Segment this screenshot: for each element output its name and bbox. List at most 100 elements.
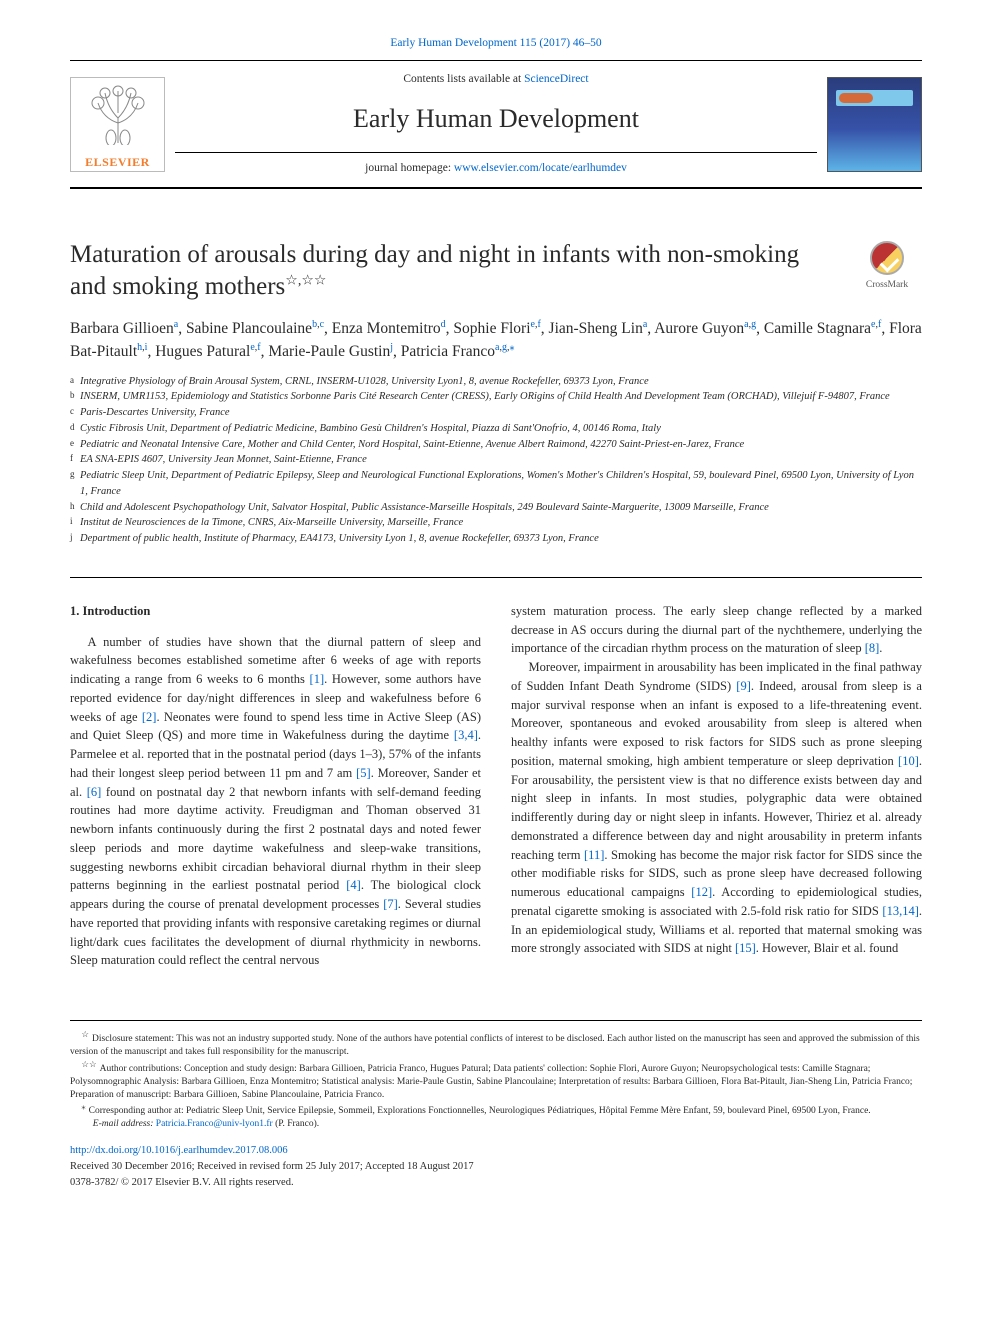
title-marks: ☆,☆☆ bbox=[285, 273, 326, 288]
affil-text: Integrative Physiology of Brain Arousal … bbox=[80, 374, 649, 390]
footnote-corresponding: ⁎ Corresponding author at: Pediatric Slee… bbox=[70, 1101, 922, 1118]
journal-name: Early Human Development bbox=[175, 99, 817, 138]
sciencedirect-link[interactable]: ScienceDirect bbox=[524, 73, 589, 85]
author-affil-sup[interactable]: e,f bbox=[531, 319, 541, 330]
affil-sup: f bbox=[70, 452, 80, 468]
elsevier-logo[interactable]: ELSEVIER bbox=[70, 77, 165, 172]
affiliation-list: aIntegrative Physiology of Brain Arousal… bbox=[70, 374, 922, 547]
cover-band-icon bbox=[836, 90, 913, 106]
footnotes: ☆Disclosure statement: This was not an i… bbox=[70, 1020, 922, 1131]
affil-sup: g bbox=[70, 468, 80, 500]
ref-link[interactable]: [7] bbox=[383, 897, 398, 911]
author-affil-sup[interactable]: a bbox=[174, 319, 178, 330]
author: Aurore Guyona,g bbox=[654, 320, 756, 337]
author-affil-sup[interactable]: a,g,⁎ bbox=[495, 342, 514, 353]
footnote-text: Disclosure statement: This was not an in… bbox=[70, 1034, 920, 1057]
contents-line: Contents lists available at ScienceDirec… bbox=[175, 71, 817, 88]
author-affil-sup[interactable]: a bbox=[643, 319, 647, 330]
affil-sup: h bbox=[70, 500, 80, 516]
affil-sup: i bbox=[70, 515, 80, 531]
ref-link[interactable]: [2] bbox=[142, 710, 157, 724]
affil-sup: c bbox=[70, 405, 80, 421]
citation-link[interactable]: Early Human Development 115 (2017) 46–50 bbox=[390, 37, 601, 49]
affil-text: Cystic Fibrosis Unit, Department of Pedi… bbox=[80, 421, 661, 437]
journal-center: Contents lists available at ScienceDirec… bbox=[165, 71, 827, 177]
author-affil-sup[interactable]: e,f bbox=[871, 319, 881, 330]
ref-link[interactable]: [1] bbox=[310, 672, 325, 686]
body-columns: 1. Introduction A number of studies have… bbox=[70, 602, 922, 970]
copyright-line: 0378-3782/ © 2017 Elsevier B.V. All righ… bbox=[70, 1175, 922, 1191]
author-list: Barbara Gillioena, Sabine Plancoulaineb,… bbox=[70, 317, 922, 364]
affil-sup: a bbox=[70, 374, 80, 390]
body-paragraph: system maturation process. The early sle… bbox=[511, 602, 922, 658]
author: Patricia Francoa,g,⁎ bbox=[401, 343, 515, 360]
header-citation: Early Human Development 115 (2017) 46–50 bbox=[70, 35, 922, 52]
affil-text: Pediatric Sleep Unit, Department of Pedi… bbox=[80, 468, 922, 500]
section-number: 1. bbox=[70, 604, 79, 618]
title-block: Maturation of arousals during day and ni… bbox=[70, 239, 922, 303]
affiliation-row: iInstitut de Neurosciences de la Timone,… bbox=[70, 515, 922, 531]
affil-sup: b bbox=[70, 389, 80, 405]
ref-link[interactable]: [11] bbox=[584, 848, 604, 862]
ref-link[interactable]: [15] bbox=[735, 941, 756, 955]
ref-link[interactable]: [3,4] bbox=[454, 728, 478, 742]
author: Marie-Paule Gustinj bbox=[268, 343, 393, 360]
body-paragraph: A number of studies have shown that the … bbox=[70, 633, 481, 971]
author-affil-sup[interactable]: h,i bbox=[137, 342, 147, 353]
affil-text: Child and Adolescent Psychopathology Uni… bbox=[80, 500, 769, 516]
ref-link[interactable]: [9] bbox=[736, 679, 751, 693]
affil-text: Institut de Neurosciences de la Timone, … bbox=[80, 515, 463, 531]
email-link[interactable]: Patricia.Franco@univ-lyon1.fr bbox=[156, 1119, 273, 1129]
title-text: Maturation of arousals during day and ni… bbox=[70, 241, 799, 300]
crossmark-label: CrossMark bbox=[866, 280, 908, 290]
elsevier-tree-icon bbox=[83, 83, 153, 145]
affil-text: Pediatric and Neonatal Intensive Care, M… bbox=[80, 437, 744, 453]
email-who: (P. Franco). bbox=[273, 1119, 319, 1129]
affil-text: Paris-Descartes University, France bbox=[80, 405, 230, 421]
author: Barbara Gillioena bbox=[70, 320, 178, 337]
star-mark: ☆ bbox=[81, 1029, 89, 1039]
homepage-link[interactable]: www.elsevier.com/locate/earlhumdev bbox=[454, 162, 627, 174]
ref-link[interactable]: [5] bbox=[356, 766, 371, 780]
author: Camille Stagnarae,f bbox=[764, 320, 881, 337]
crossmark-icon bbox=[870, 241, 904, 275]
affiliation-row: hChild and Adolescent Psychopathology Un… bbox=[70, 500, 922, 516]
email-label: E-mail address: bbox=[93, 1119, 156, 1129]
affiliation-row: jDepartment of public health, Institute … bbox=[70, 531, 922, 547]
footnote-text: Author contributions: Conception and stu… bbox=[70, 1064, 912, 1100]
author-affil-sup[interactable]: e,f bbox=[250, 342, 260, 353]
author: Jian-Sheng Lina bbox=[549, 320, 648, 337]
corr-mark: ⁎ bbox=[81, 1101, 85, 1111]
affil-sup: j bbox=[70, 531, 80, 547]
article-title: Maturation of arousals during day and ni… bbox=[70, 239, 832, 303]
author-affil-sup[interactable]: a,g bbox=[744, 319, 756, 330]
footnote-text: Corresponding author at: Pediatric Sleep… bbox=[89, 1107, 871, 1117]
ref-link[interactable]: [10] bbox=[898, 754, 919, 768]
affiliation-row: ePediatric and Neonatal Intensive Care, … bbox=[70, 437, 922, 453]
received-line: Received 30 December 2016; Received in r… bbox=[70, 1159, 922, 1175]
section-title: Introduction bbox=[83, 604, 151, 618]
affiliation-row: fEA SNA-EPIS 4607, University Jean Monne… bbox=[70, 452, 922, 468]
author-affil-sup[interactable]: d bbox=[441, 319, 446, 330]
homepage-prefix: journal homepage: bbox=[365, 162, 454, 174]
section-heading: 1. Introduction bbox=[70, 602, 481, 621]
ref-link[interactable]: [12] bbox=[691, 885, 712, 899]
affil-text: EA SNA-EPIS 4607, University Jean Monnet… bbox=[80, 452, 367, 468]
doi-link[interactable]: http://dx.doi.org/10.1016/j.earlhumdev.2… bbox=[70, 1145, 288, 1156]
author: Hugues Paturale,f bbox=[155, 343, 260, 360]
affiliation-row: gPediatric Sleep Unit, Department of Ped… bbox=[70, 468, 922, 500]
ref-link[interactable]: [4] bbox=[346, 878, 361, 892]
journal-cover-thumb[interactable] bbox=[827, 77, 922, 172]
ref-link[interactable]: [13,14] bbox=[882, 904, 918, 918]
author: Sabine Plancoulaineb,c bbox=[186, 320, 324, 337]
author-affil-sup[interactable]: j bbox=[390, 342, 393, 353]
elsevier-label: ELSEVIER bbox=[85, 153, 150, 171]
ref-link[interactable]: [6] bbox=[87, 785, 102, 799]
journal-banner: ELSEVIER Contents lists available at Sci… bbox=[70, 60, 922, 189]
affil-text: Department of public health, Institute o… bbox=[80, 531, 599, 547]
ref-link[interactable]: [8] bbox=[865, 641, 880, 655]
crossmark-widget[interactable]: CrossMark bbox=[852, 241, 922, 292]
affil-sup: e bbox=[70, 437, 80, 453]
author-affil-sup[interactable]: b,c bbox=[312, 319, 324, 330]
author: Enza Montemitrod bbox=[332, 320, 446, 337]
